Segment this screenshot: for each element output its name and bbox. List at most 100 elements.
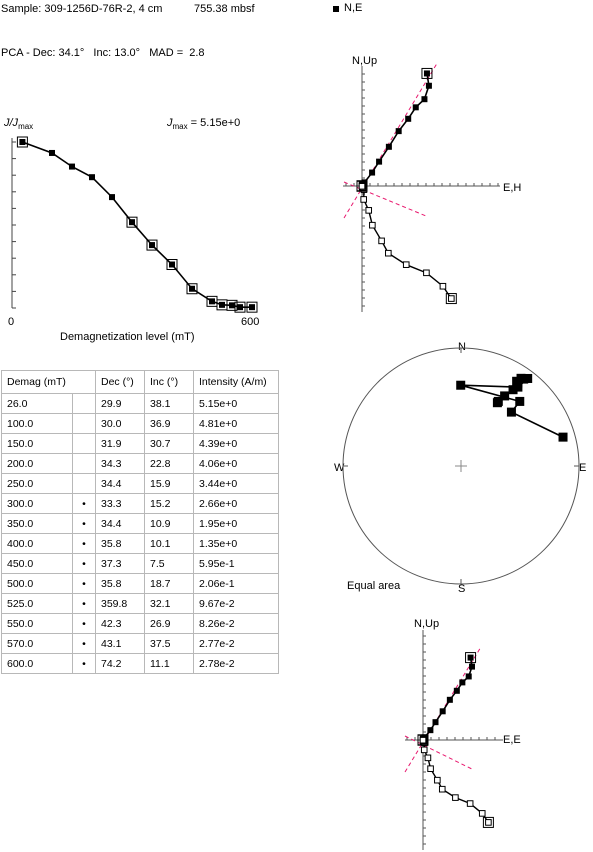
pca-box-marker [166,259,178,271]
table-row: 26.0 29.9 38.1 5.15e+0 [1,393,279,414]
horizontal-point [425,82,432,89]
intensity-point [219,301,225,308]
direction-point [508,385,518,395]
stereonet-e-label: E [579,462,587,474]
demag-cell: 400.0 [1,533,73,554]
table-row: 250.0 34.4 15.9 3.44e+0 [1,473,279,494]
demag-cell: 200.0 [1,453,73,474]
pca-mark-cell [72,433,96,454]
intensity-chart [11,136,258,313]
vertical-point [378,237,385,245]
intensity-point [49,149,55,156]
table-row: 570.0 • 43.1 37.5 2.77e-2 [1,633,279,654]
pca-mark-cell: • [72,593,96,614]
intensity-cell: 5.15e+0 [193,393,279,414]
pca-mark-cell: • [72,653,96,674]
vertical-point [448,295,455,302]
horizontal-point [369,169,376,176]
horizontal-point [459,679,466,686]
intensity-cell: 3.44e+0 [193,473,279,494]
dec-cell: 30.0 [95,413,145,434]
endpoint-box [417,734,429,746]
dec-cell: 34.3 [95,453,145,474]
direction-point [515,396,525,406]
demag-cell: 450.0 [1,553,73,574]
pca-box-marker [246,301,258,313]
x-tick-label-600: 600 [241,316,260,328]
inc-cell: 26.9 [144,613,194,634]
x-axis-label: Demagnetization level (mT) [60,331,195,343]
pca-fit-line [343,63,438,219]
dec-cell: 34.4 [95,513,145,534]
zij2-up-label: N,Up [414,618,440,630]
pca-box-marker [146,239,158,251]
pca-box-marker [16,136,28,148]
y-axis-label-sub: max [18,122,34,132]
intensity-point [69,163,75,170]
horizontal-point [395,128,402,135]
horizontal-point [446,696,453,703]
demag-cell: 600.0 [1,653,73,674]
table-row: 300.0 • 33.3 15.2 2.66e+0 [1,493,279,514]
intensity-cell: 2.78e-2 [193,653,279,674]
demag-cell: 300.0 [1,493,73,514]
inc-cell: 11.1 [144,653,194,674]
table-row: 200.0 34.3 22.8 4.06e+0 [1,453,279,474]
intensity-point [229,302,235,309]
sample-label: Sample: 309-1256D-76R-2, 4 cm [1,3,163,15]
header-intensity: Intensity (A/m) [193,370,279,394]
inc-cell: 38.1 [144,393,194,414]
demag-cell: 570.0 [1,633,73,654]
intensity-point [209,298,215,305]
jmax-main: J [167,117,173,129]
y-axis-label-main: J/J [4,117,19,129]
horizontal-point [423,70,430,77]
intensity-cell: 4.39e+0 [193,433,279,454]
table-row: 600.0 • 74.2 11.1 2.78e-2 [1,653,279,674]
x-tick-label-0: 0 [8,316,15,328]
vertical-point [358,182,366,190]
inc-cell: 32.1 [144,593,194,614]
horizontal-point [439,708,446,715]
vertical-point [385,249,392,257]
legend-label: N,E [344,2,363,14]
pca-mark-cell: • [72,633,96,654]
vertical-point [360,196,367,203]
y-axis-label: J/Jmax [4,117,33,131]
dec-cell: 35.8 [95,533,145,554]
vertical-point [438,785,446,793]
direction-point [523,373,533,383]
endpoint-box [445,293,457,305]
demag-cell: 350.0 [1,513,73,534]
horizontal-point [385,143,392,150]
pca-mark-cell [72,393,96,414]
intensity-cell: 4.81e+0 [193,413,279,434]
zij2-east-label: E,E [503,734,521,746]
pca-box-marker [126,216,138,228]
horizontal-point [432,719,439,726]
vertical-point [419,736,427,744]
zij1-up-label: N,Up [352,55,378,67]
stereonet-n-label: N [458,341,466,353]
endpoint-box [465,652,477,664]
endpoint-box [421,67,433,79]
inc-cell: 7.5 [144,553,194,574]
vertical-point [365,207,373,214]
equal-area-plot [342,347,580,585]
intensity-point [149,242,155,249]
table-row: 500.0 • 35.8 18.7 2.06e-1 [1,573,279,594]
vertical-point [466,800,474,807]
demag-cell: 26.0 [1,393,73,414]
legend: N,E [333,2,393,16]
intensity-cell: 2.77e-2 [193,633,279,654]
zijderveld-plot-1 [343,63,500,312]
inc-cell: 37.5 [144,633,194,654]
demag-cell: 250.0 [1,473,73,494]
direction-point [500,391,510,401]
dec-cell: 74.2 [95,653,145,674]
vertical-point [420,746,428,754]
intensity-cell: 2.06e-1 [193,573,279,594]
intensity-point [169,261,175,268]
inc-cell: 15.9 [144,473,194,494]
vertical-point [427,765,434,773]
